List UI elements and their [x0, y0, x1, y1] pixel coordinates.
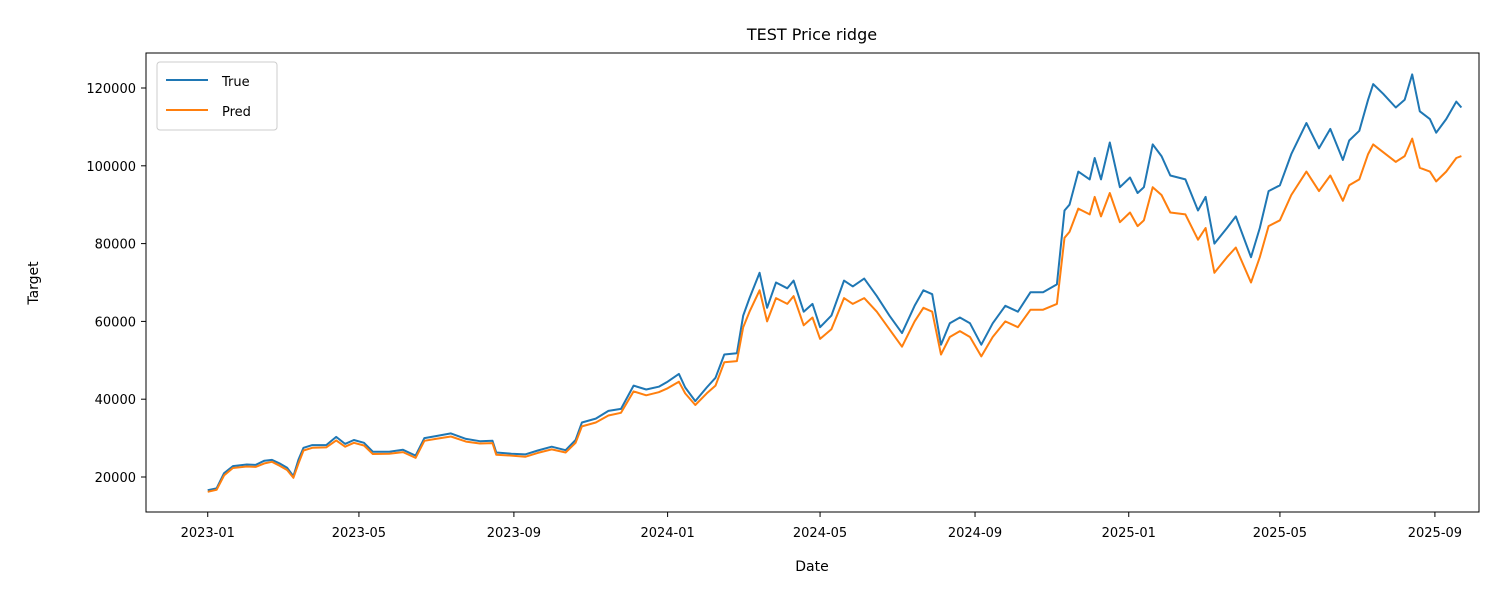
legend-label-true: True — [221, 75, 250, 90]
y-tick-label: 40000 — [95, 393, 136, 408]
y-tick-label: 80000 — [95, 238, 136, 253]
y-tick-label: 20000 — [95, 471, 136, 486]
plot-frame — [145, 52, 1480, 513]
legend: True Pred — [156, 61, 278, 131]
y-axis: 20000 40000 60000 80000 100000 120000 — [86, 82, 146, 486]
x-tick-label: 2023-01 — [181, 526, 235, 541]
x-tick-label: 2024-05 — [793, 526, 847, 541]
y-tick-label: 120000 — [86, 82, 136, 97]
legend-label-pred: Pred — [222, 105, 251, 120]
chart-title: TEST Price ridge — [746, 25, 877, 44]
x-tick-label: 2023-05 — [332, 526, 386, 541]
series-line-pred — [207, 137, 1462, 493]
x-tick-label: 2025-05 — [1253, 526, 1307, 541]
x-tick-label: 2025-01 — [1102, 526, 1156, 541]
legend-box — [156, 61, 278, 131]
series-layer — [207, 73, 1463, 493]
x-tick-label: 2023-09 — [487, 526, 541, 541]
y-tick-label: 60000 — [95, 315, 136, 330]
series-line-true — [207, 73, 1463, 492]
x-axis-label: Date — [795, 559, 828, 575]
x-axis: 2023-01 2023-05 2023-09 2024-01 2024-05 2024-… — [181, 512, 1462, 541]
x-tick-label: 2025-09 — [1408, 526, 1462, 541]
y-tick-label: 100000 — [86, 160, 136, 175]
x-tick-label: 2024-09 — [948, 526, 1002, 541]
x-tick-label: 2024-01 — [640, 526, 694, 541]
y-axis-label: Target — [26, 261, 42, 306]
